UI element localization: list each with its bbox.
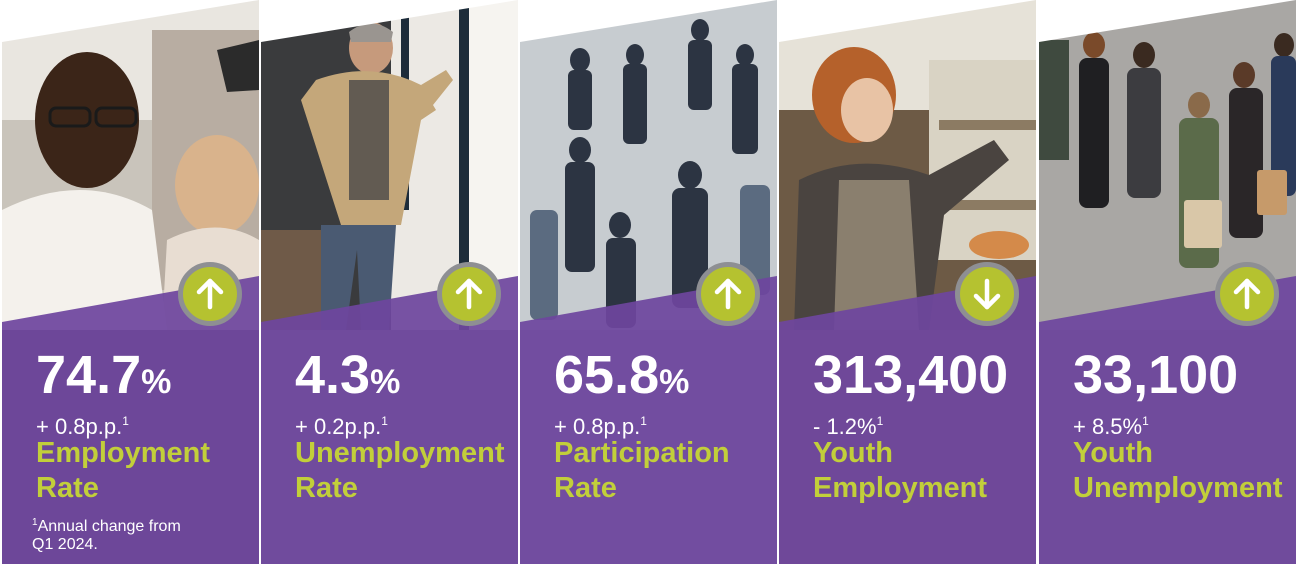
up-arrow-icon xyxy=(196,278,224,310)
kpi-change: + 0.2p.p.1 xyxy=(295,414,388,439)
up-arrow-icon xyxy=(1233,278,1261,310)
kpi-label-line1: Unemployment xyxy=(295,437,505,469)
kpi-label-line2: Unemployment xyxy=(1073,472,1283,504)
kpi-unit: % xyxy=(141,363,172,401)
kpi-label-line1: Youth xyxy=(813,437,893,469)
footnote: 1Annual change from Q1 2024. xyxy=(32,514,242,554)
trend-badge xyxy=(437,262,501,326)
kpi-label-line1: Employment xyxy=(36,437,211,469)
kpi-label: Unemployment Rate xyxy=(295,436,504,506)
kpi-value: 313,400 xyxy=(813,345,1009,405)
footnote-text-line1: Annual change from xyxy=(37,518,181,535)
kpi-label-line2: Rate xyxy=(554,472,617,504)
kpi-panel-youth-unemployment: 33,100 + 8.5%1 Youth Unemployment xyxy=(1039,0,1296,564)
trend-badge xyxy=(178,262,242,326)
up-arrow-icon xyxy=(455,278,483,310)
kpi-change: + 8.5%1 xyxy=(1073,414,1149,439)
kpi-label-line1: Youth xyxy=(1073,437,1153,469)
kpi-panel-unemployment-rate: 4.3% + 0.2p.p.1 Unemployment Rate xyxy=(261,0,518,564)
kpi-change: - 1.2%1 xyxy=(813,414,884,439)
up-arrow-icon xyxy=(714,278,742,310)
kpi-change: + 0.8p.p.1 xyxy=(36,414,129,439)
footnote-marker: 1 xyxy=(640,414,647,428)
kpi-label: Participation Rate xyxy=(554,436,730,506)
footnote-marker: 1 xyxy=(1142,414,1149,428)
kpi-unit: % xyxy=(370,363,401,401)
kpi-panel-employment-rate: 74.7% + 0.8p.p.1 Employment Rate 1Annual… xyxy=(2,0,259,564)
kpi-unit: % xyxy=(659,363,690,401)
kpi-label: Youth Employment xyxy=(813,436,987,506)
kpi-label-line2: Rate xyxy=(295,472,358,504)
kpi-label-line2: Employment xyxy=(813,472,988,504)
kpi-label-line2: Rate xyxy=(36,472,99,504)
kpi-value: 4.3% xyxy=(295,345,401,405)
trend-badge xyxy=(1215,262,1279,326)
kpi-change: + 0.8p.p.1 xyxy=(554,414,647,439)
kpi-label: Employment Rate xyxy=(36,436,210,506)
footnote-marker: 1 xyxy=(876,414,884,428)
down-arrow-icon xyxy=(973,278,1001,310)
footnote-marker-symbol: 1 xyxy=(32,517,38,528)
footnote-marker: 1 xyxy=(122,414,129,428)
trend-badge xyxy=(696,262,760,326)
kpi-value: 65.8% xyxy=(554,345,690,405)
kpi-label: Youth Unemployment xyxy=(1073,436,1282,506)
footnote-marker: 1 xyxy=(381,414,388,428)
trend-badge xyxy=(955,262,1019,326)
kpi-panel-participation-rate: 65.8% + 0.8p.p.1 Participation Rate xyxy=(520,0,777,564)
kpi-panel-youth-employment: 313,400 - 1.2%1 Youth Employment xyxy=(779,0,1036,564)
kpi-value: 74.7% xyxy=(36,345,172,405)
kpi-label-line1: Participation xyxy=(554,437,730,469)
footnote-text-line2: Q1 2024. xyxy=(32,536,98,553)
kpi-value: 33,100 xyxy=(1073,345,1239,405)
